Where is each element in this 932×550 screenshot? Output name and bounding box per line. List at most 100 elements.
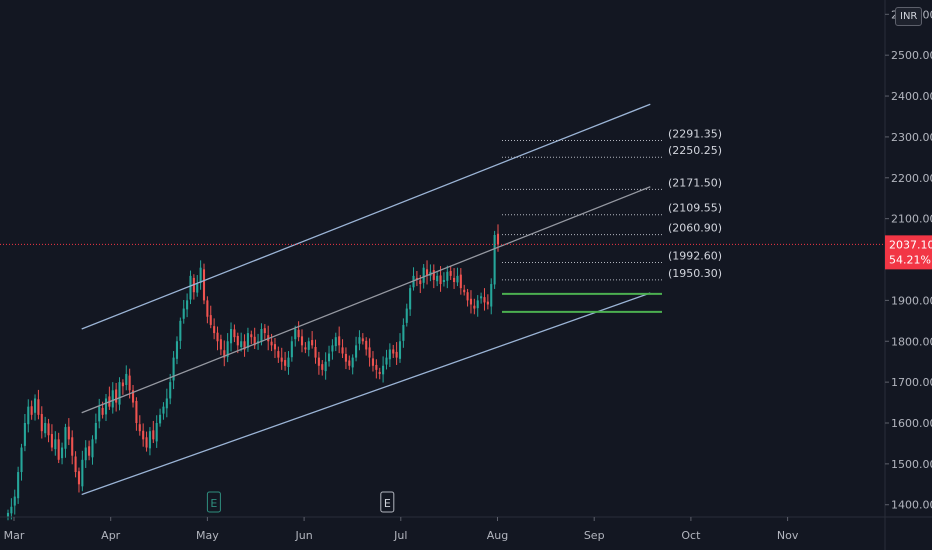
y-tick-label: 1900.00: [891, 294, 932, 307]
candle-body: [314, 346, 317, 358]
earnings-marker[interactable]: E: [206, 491, 221, 513]
price-level-label: (1992.60): [668, 250, 722, 263]
x-tick-label: Mar: [4, 529, 25, 542]
candle-body: [13, 496, 16, 506]
candle-body: [67, 426, 70, 440]
channel-upper-line[interactable]: [81, 103, 651, 330]
channel-lower-line[interactable]: [81, 292, 651, 496]
candle-body: [50, 434, 53, 448]
candle-body: [297, 329, 300, 338]
candle-body: [317, 357, 320, 366]
candle-body: [209, 315, 212, 325]
candle-body: [405, 308, 408, 323]
candle-body: [351, 357, 354, 368]
candle-body: [260, 329, 263, 343]
candle-body: [388, 349, 391, 360]
candle-body: [486, 301, 489, 305]
candle-body: [304, 347, 307, 350]
candle-body: [496, 233, 500, 245]
x-tick-label: Nov: [777, 529, 799, 542]
candle-body: [425, 269, 429, 276]
candle-body: [71, 437, 74, 456]
candle-body: [111, 390, 114, 408]
x-tick-label: May: [196, 529, 219, 542]
candle-body: [419, 280, 422, 285]
price-level-label: (2250.25): [668, 144, 722, 157]
x-tick-label: Jul: [393, 529, 407, 542]
last-price-value: 2037.10: [889, 238, 932, 251]
y-tick-label: 1600.00: [891, 417, 932, 430]
candle-body: [213, 326, 216, 334]
candle-body: [189, 275, 192, 300]
candle-body: [358, 337, 361, 344]
candle-body: [250, 334, 253, 338]
candle-body: [219, 339, 222, 350]
candle-body: [40, 414, 43, 432]
candle-body: [368, 347, 371, 358]
channel-middle-line[interactable]: [81, 186, 651, 414]
candle-body: [101, 407, 104, 415]
candle-body: [138, 424, 141, 432]
candle-body: [398, 341, 402, 359]
price-level-label: (1950.30): [668, 267, 722, 280]
candle-body: [240, 341, 243, 347]
candle-body: [182, 308, 185, 319]
candle-body: [382, 365, 385, 375]
candle-body: [94, 423, 97, 440]
candle-body: [64, 427, 67, 449]
candle-body: [23, 423, 26, 446]
candle-body: [20, 447, 23, 473]
earnings-marker[interactable]: E: [380, 491, 395, 513]
currency-badge[interactable]: INR: [895, 7, 923, 26]
candle-body: [311, 340, 314, 346]
candle-body: [121, 382, 124, 387]
candle-body: [57, 439, 60, 460]
candle-body: [263, 328, 266, 334]
y-tick-label: 1400.00: [891, 499, 932, 512]
candle-body: [375, 364, 378, 370]
candle-body: [135, 400, 138, 423]
y-tick-label: 1800.00: [891, 335, 932, 348]
candle-body: [273, 344, 277, 350]
candle-body: [152, 430, 155, 440]
price-axis: 1400.00 1500.00 1600.00 1700.00 1800.00 1900.…: [884, 0, 932, 550]
candle-body: [280, 357, 283, 362]
candle-body: [436, 275, 439, 282]
candle-body: [439, 275, 442, 285]
candle-body: [392, 349, 395, 354]
candle-body: [483, 297, 486, 303]
channel-drawing: [81, 103, 651, 496]
candle-body: [456, 275, 459, 283]
candle-body: [128, 375, 131, 391]
candle-body: [422, 267, 425, 283]
price-level-label: (2109.55): [668, 202, 722, 215]
candle-body: [88, 446, 91, 456]
candle-body: [253, 336, 256, 346]
candle-body: [409, 288, 412, 310]
candle-body: [412, 275, 415, 288]
candle-body: [334, 337, 337, 347]
x-tick-label: Jun: [295, 529, 313, 542]
candle-body: [355, 345, 358, 358]
candle-body: [226, 341, 229, 357]
x-tick-label: Sep: [584, 529, 605, 542]
candle-body: [476, 300, 479, 309]
candle-body: [378, 371, 381, 374]
candle-body: [338, 336, 341, 346]
candle-body: [321, 364, 324, 370]
candle-body: [463, 289, 466, 293]
price-level-label: (2060.90): [668, 222, 722, 235]
candle-body: [395, 351, 398, 358]
change-percent-value: 54.21%: [889, 253, 931, 266]
candle-body: [300, 336, 304, 346]
candle-body: [307, 341, 310, 350]
candle-body: [74, 456, 77, 473]
candle-body: [175, 341, 179, 359]
earnings-marker-label: E: [210, 497, 217, 510]
candle-body: [47, 423, 50, 436]
candle-body: [284, 360, 287, 366]
candle-body: [30, 406, 33, 415]
